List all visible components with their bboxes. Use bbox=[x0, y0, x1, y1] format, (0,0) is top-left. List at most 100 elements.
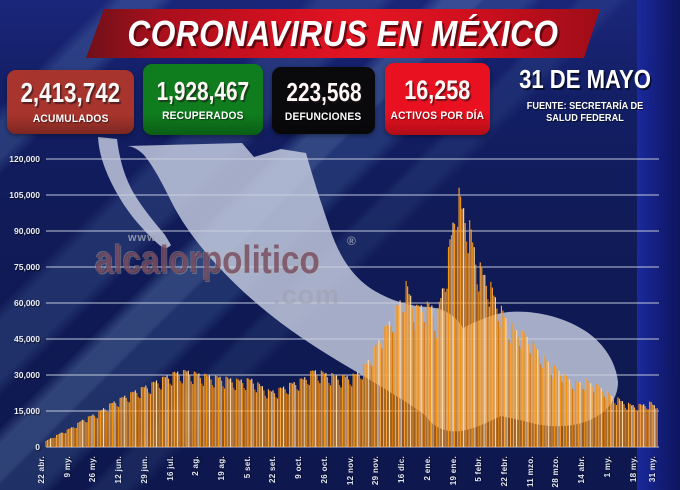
bar bbox=[189, 375, 191, 447]
bar bbox=[326, 377, 329, 447]
bar bbox=[562, 384, 565, 447]
bar bbox=[570, 383, 572, 447]
y-axis-label: 60,000 bbox=[14, 297, 40, 308]
bar bbox=[564, 373, 566, 447]
bar bbox=[355, 374, 357, 447]
bar bbox=[482, 275, 484, 447]
bar bbox=[581, 384, 583, 447]
bar bbox=[543, 353, 545, 447]
bar bbox=[414, 329, 416, 447]
bar bbox=[56, 434, 58, 447]
bar bbox=[142, 386, 144, 447]
bar bbox=[535, 349, 537, 447]
bar bbox=[573, 391, 575, 447]
y-axis-label: 90,000 bbox=[14, 225, 40, 236]
bar bbox=[113, 401, 115, 447]
bar bbox=[576, 381, 578, 447]
bar bbox=[154, 382, 156, 447]
x-axis-label: 22 set. bbox=[268, 456, 278, 484]
x-axis-label: 2 ene. bbox=[422, 456, 432, 481]
x-axis-label: 19 ene. bbox=[448, 456, 458, 486]
bar bbox=[95, 417, 97, 447]
bar bbox=[292, 383, 294, 447]
bar bbox=[275, 397, 277, 447]
bar bbox=[281, 388, 283, 447]
bar bbox=[531, 357, 533, 447]
bar bbox=[320, 370, 322, 447]
bar bbox=[305, 379, 307, 447]
bar bbox=[51, 438, 53, 447]
bar bbox=[600, 388, 602, 447]
bar bbox=[393, 333, 395, 447]
bar bbox=[558, 370, 560, 447]
bar bbox=[87, 416, 89, 447]
bar bbox=[470, 229, 472, 447]
bar bbox=[149, 393, 151, 447]
bar bbox=[161, 376, 164, 447]
title-banner: CORONAVIRUS EN MÉXICO bbox=[86, 9, 600, 58]
bar bbox=[410, 295, 412, 447]
bar bbox=[314, 370, 316, 447]
bar bbox=[163, 376, 165, 447]
bar bbox=[553, 365, 555, 447]
bar bbox=[655, 408, 657, 447]
bar bbox=[242, 383, 244, 447]
bar bbox=[528, 344, 530, 447]
bar bbox=[466, 241, 468, 447]
bar bbox=[452, 222, 454, 447]
bar bbox=[236, 378, 238, 447]
x-axis-label: 29 nov. bbox=[371, 456, 381, 486]
bar bbox=[343, 375, 345, 447]
bar bbox=[434, 330, 436, 447]
bar bbox=[596, 383, 598, 447]
bar bbox=[417, 305, 419, 447]
bar bbox=[575, 380, 577, 447]
bar bbox=[234, 390, 236, 447]
bar bbox=[145, 385, 147, 447]
bar bbox=[130, 392, 132, 447]
bar bbox=[615, 405, 617, 447]
bar bbox=[455, 230, 457, 447]
bar bbox=[627, 402, 630, 447]
bar bbox=[370, 365, 372, 447]
bar bbox=[411, 307, 413, 447]
stat-value-defunciones: 223,568 bbox=[285, 76, 362, 107]
bar bbox=[66, 429, 68, 447]
bar bbox=[511, 323, 513, 447]
bar bbox=[397, 305, 400, 447]
bar bbox=[476, 284, 478, 447]
stat-label-acumulados: ACUMULADOS bbox=[32, 113, 109, 125]
bar bbox=[401, 304, 403, 447]
bar bbox=[298, 390, 300, 447]
source-line-1: FUENTE: SECRETARÍA DE bbox=[526, 101, 644, 112]
x-axis-label: 16 jul. bbox=[165, 456, 175, 481]
y-axis-label: 15,000 bbox=[14, 405, 40, 416]
stat-box-acumulados: 2,413,742 ACUMULADOS bbox=[7, 70, 134, 134]
bar bbox=[219, 376, 221, 447]
bar bbox=[269, 390, 271, 447]
bar bbox=[93, 415, 96, 447]
x-axis-label: 26 my. bbox=[88, 456, 98, 483]
bar bbox=[422, 311, 424, 447]
daily-active-cases-bars bbox=[45, 187, 658, 447]
bar bbox=[544, 356, 546, 447]
bar bbox=[541, 368, 543, 447]
bar bbox=[279, 387, 282, 447]
bar bbox=[146, 388, 148, 447]
bar bbox=[428, 303, 430, 447]
x-axis-label: 5 set. bbox=[242, 456, 252, 479]
bar bbox=[591, 386, 593, 447]
bar bbox=[193, 371, 195, 447]
bar bbox=[357, 371, 359, 447]
bar bbox=[614, 403, 616, 447]
bar bbox=[590, 383, 592, 447]
bar bbox=[638, 403, 640, 447]
y-axis-label: 120,000 bbox=[9, 153, 40, 164]
bar bbox=[54, 437, 56, 447]
bar bbox=[534, 344, 536, 447]
bar bbox=[605, 398, 607, 447]
bar bbox=[329, 385, 332, 447]
bar bbox=[435, 338, 437, 447]
bar bbox=[276, 398, 279, 447]
bar bbox=[497, 321, 499, 447]
